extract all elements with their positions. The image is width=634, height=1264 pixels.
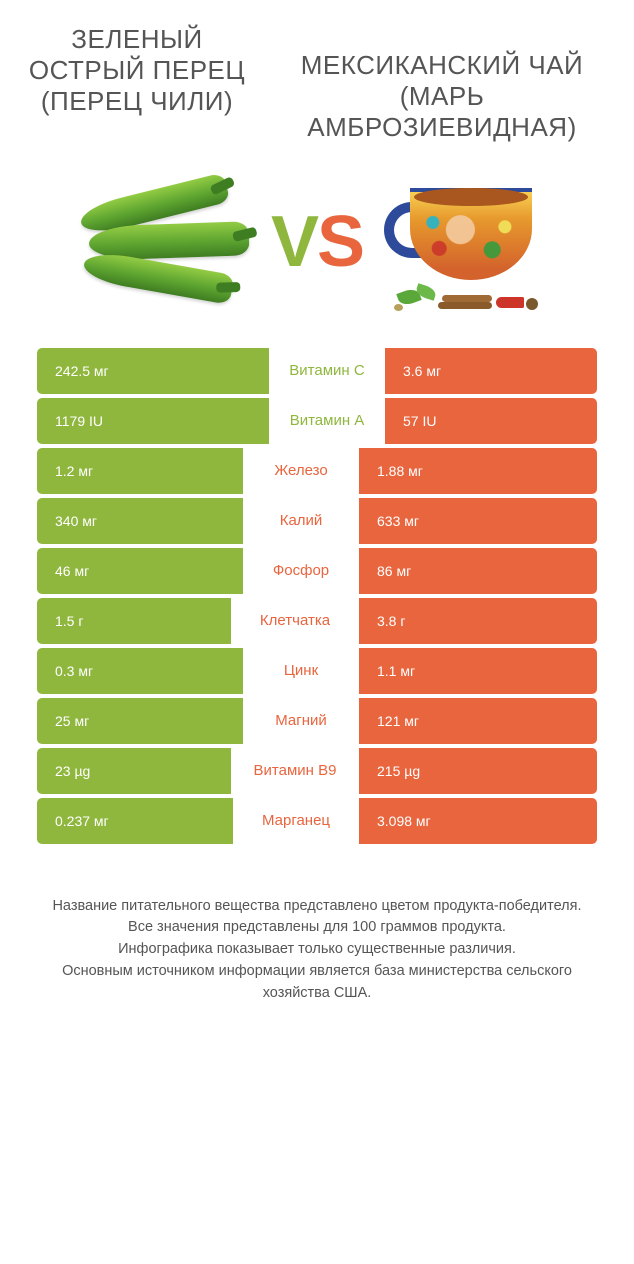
footer-line-4: Основным источником информации является … <box>36 961 598 1005</box>
left-value-bar: 25 мг <box>37 698 243 744</box>
table-row: 46 мгФосфор86 мг <box>37 548 597 594</box>
nutrient-label: Фосфор <box>243 548 359 594</box>
table-row: 242.5 мгВитамин C3.6 мг <box>37 348 597 394</box>
nutrient-label: Магний <box>243 698 359 744</box>
right-value-bar: 86 мг <box>359 548 597 594</box>
right-product-title: Мексиканский чай (Марь амброзиевидная) <box>272 50 612 144</box>
nutrient-label: Марганец <box>233 798 359 844</box>
left-value-bar: 242.5 мг <box>37 348 269 394</box>
table-row: 25 мгМагний121 мг <box>37 698 597 744</box>
table-row: 23 µgВитамин B9215 µg <box>37 748 597 794</box>
left-value-bar: 1.2 мг <box>37 448 243 494</box>
nutrient-label: Железо <box>243 448 359 494</box>
right-value-bar: 215 µg <box>359 748 597 794</box>
right-value-bar: 121 мг <box>359 698 597 744</box>
nutrient-label: Клетчатка <box>231 598 359 644</box>
left-value-bar: 340 мг <box>37 498 243 544</box>
nutrient-label: Витамин A <box>269 398 385 444</box>
left-value-bar: 0.3 мг <box>37 648 243 694</box>
left-value-bar: 23 µg <box>37 748 231 794</box>
left-value-bar: 46 мг <box>37 548 243 594</box>
footer-line-3: Инфографика показывает только существенн… <box>36 939 598 961</box>
right-value-bar: 57 IU <box>385 398 597 444</box>
left-value-bar: 0.237 мг <box>37 798 233 844</box>
left-value-bar: 1179 IU <box>37 398 269 444</box>
table-row: 0.3 мгЦинк1.1 мг <box>37 648 597 694</box>
right-value-bar: 3.098 мг <box>359 798 597 844</box>
header-row: Зеленый острый перец (перец чили) Мексик… <box>12 24 622 144</box>
left-value-bar: 1.5 г <box>37 598 231 644</box>
nutrient-label: Витамин B9 <box>231 748 359 794</box>
right-value-bar: 3.6 мг <box>385 348 597 394</box>
nutrient-label: Цинк <box>243 648 359 694</box>
left-product-image <box>75 172 255 312</box>
left-product-title: Зеленый острый перец (перец чили) <box>22 24 252 118</box>
right-product-image <box>379 172 559 312</box>
vs-s: S <box>317 202 363 282</box>
table-row: 1179 IUВитамин A57 IU <box>37 398 597 444</box>
footer-notes: Название питательного вещества представл… <box>12 896 622 1025</box>
right-value-bar: 1.1 мг <box>359 648 597 694</box>
vs-v: V <box>271 202 317 282</box>
right-value-bar: 633 мг <box>359 498 597 544</box>
nutrient-label: Калий <box>243 498 359 544</box>
chili-peppers-icon <box>75 182 255 302</box>
table-row: 0.237 мгМарганец3.098 мг <box>37 798 597 844</box>
nutrient-label: Витамин C <box>269 348 385 394</box>
right-value-bar: 1.88 мг <box>359 448 597 494</box>
comparison-table: 242.5 мгВитамин C3.6 мг1179 IUВитамин A5… <box>37 348 597 848</box>
infographic-container: Зеленый острый перец (перец чили) Мексик… <box>0 0 634 1264</box>
table-row: 340 мгКалий633 мг <box>37 498 597 544</box>
table-row: 1.5 гКлетчатка3.8 г <box>37 598 597 644</box>
vs-label: VS <box>271 201 363 283</box>
footer-line-1: Название питательного вещества представл… <box>36 896 598 918</box>
table-row: 1.2 мгЖелезо1.88 мг <box>37 448 597 494</box>
right-value-bar: 3.8 г <box>359 598 597 644</box>
teacup-icon <box>384 172 554 312</box>
vs-row: VS <box>12 172 622 312</box>
footer-line-2: Все значения представлены для 100 граммо… <box>36 917 598 939</box>
